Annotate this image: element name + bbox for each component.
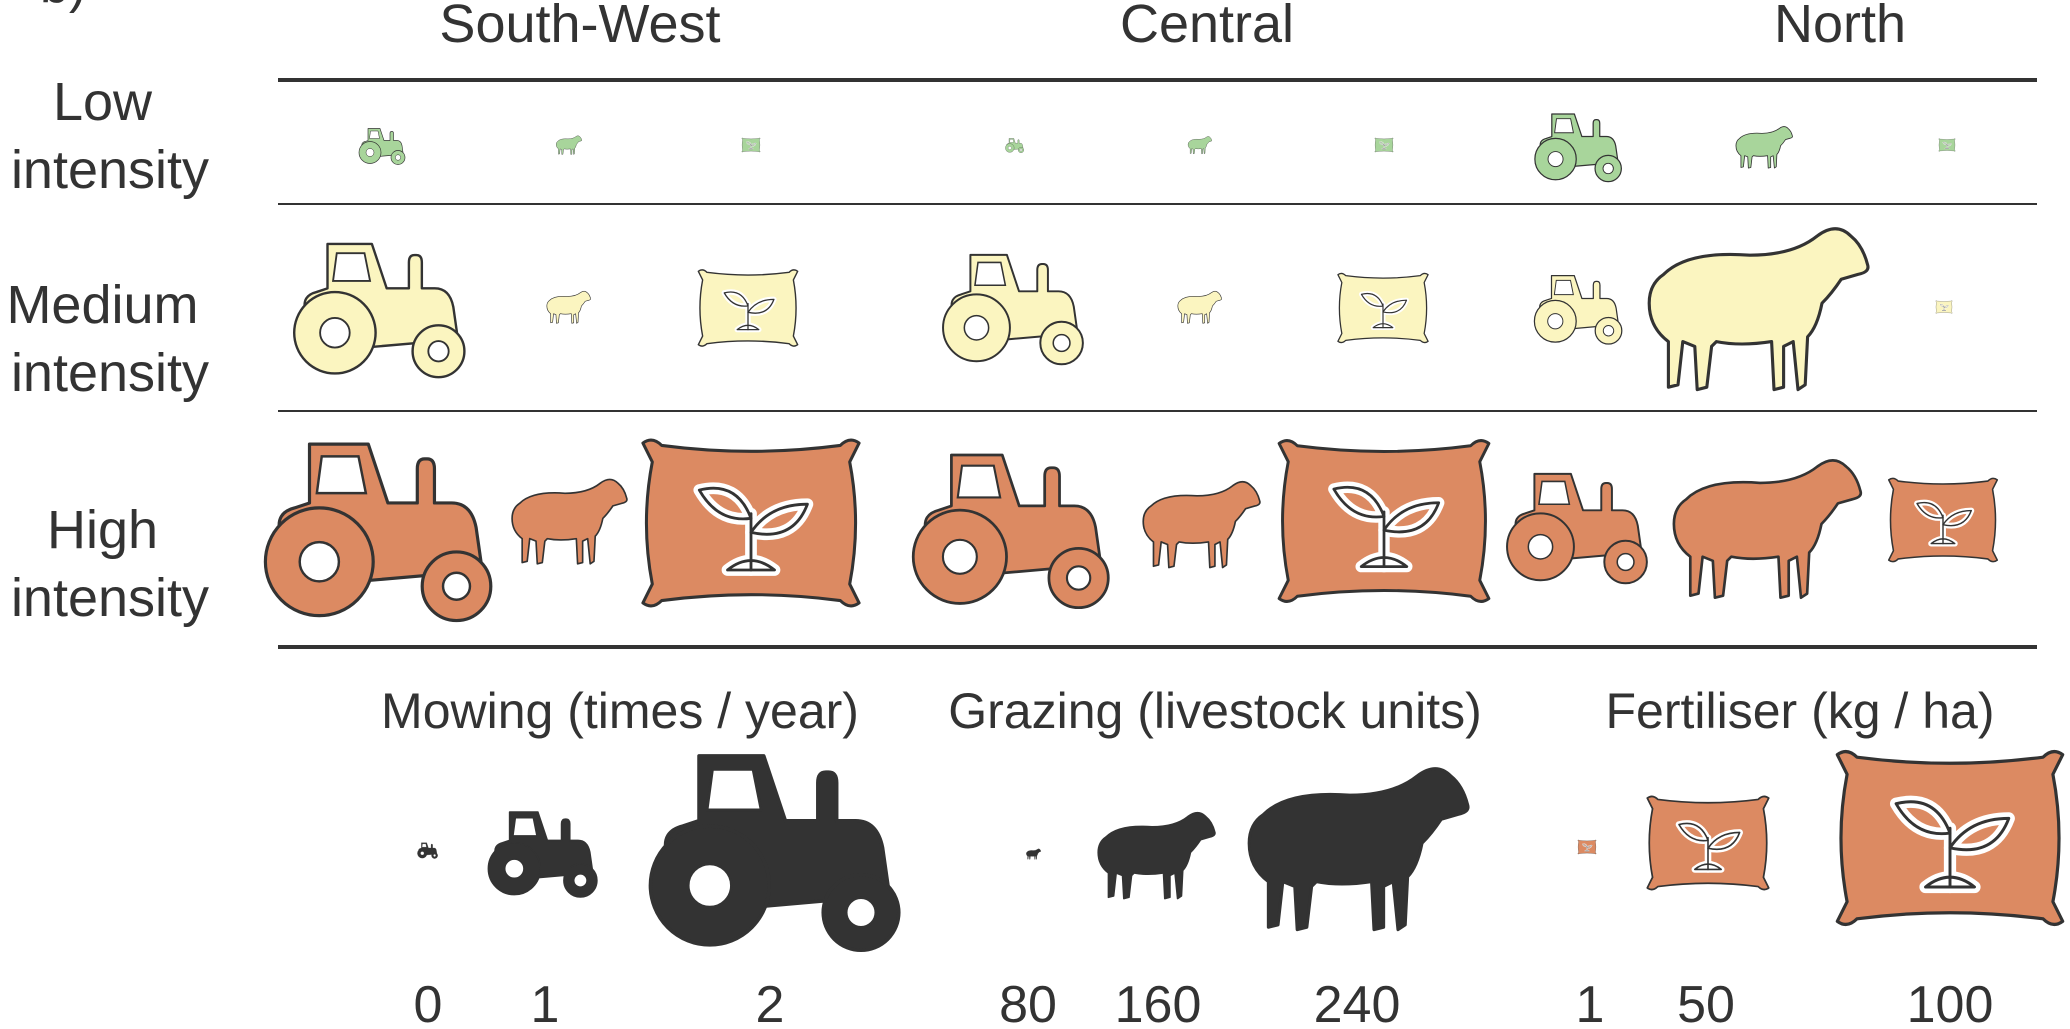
legend-value-mowing-1: 1: [531, 976, 560, 1024]
column-header-central: Central: [1120, 0, 1294, 54]
column-header-south-west: South-West: [439, 0, 720, 54]
row-label-medium-line1: Medium: [6, 275, 198, 335]
medium-south-west-sheep-icon: [546, 290, 591, 324]
high-south-west-fertiliser-bag-icon: [643, 440, 859, 606]
medium-north-tractor-icon: [1533, 275, 1623, 345]
low-north-fertiliser-bag-icon: [1938, 138, 1956, 152]
high-north-fertiliser-bag-icon: [1889, 478, 1998, 561]
high-central-fertiliser-bag-icon: [1279, 441, 1489, 602]
low-north-tractor-icon: [1534, 113, 1622, 183]
legend-value-grazing-80: 80: [999, 976, 1057, 1024]
low-central-sheep-icon: [1187, 136, 1212, 155]
low-north-sheep-icon: [1735, 126, 1793, 169]
row-label-low: Low intensity: [11, 72, 209, 200]
row-label-medium-line2: intensity: [11, 343, 209, 403]
low-south-west-fertiliser-bag-icon: [741, 137, 761, 153]
legend-title-grazing: Grazing (livestock units): [948, 683, 1482, 739]
row-label-high: High intensity: [11, 500, 209, 628]
high-north-tractor-icon: [1506, 472, 1648, 585]
legend-mowing-2-tractor-icon: [648, 754, 901, 953]
legend-grazing-160-sheep-icon: [1097, 811, 1216, 900]
legend-value-fertiliser-100: 100: [1907, 976, 1994, 1024]
medium-north-fertiliser-bag-icon: [1935, 300, 1953, 314]
medium-central-sheep-icon: [1177, 290, 1222, 324]
panel-label: b): [40, 0, 86, 14]
medium-central-tractor-icon: [942, 253, 1084, 366]
legend-value-mowing-0: 0: [414, 976, 443, 1024]
legend-value-fertiliser-50: 50: [1677, 976, 1735, 1024]
high-central-sheep-icon: [1142, 480, 1261, 569]
icon-layer: [263, 113, 2062, 953]
legend-grazing-80-sheep-icon: [1026, 848, 1041, 860]
high-south-west-tractor-icon: [263, 442, 493, 623]
legend-value-grazing-160: 160: [1115, 976, 1202, 1024]
low-central-fertiliser-bag-icon: [1374, 137, 1394, 153]
row-label-high-line1: High: [47, 500, 158, 560]
row-label-medium: Medium intensity: [6, 275, 213, 403]
high-south-west-sheep-icon: [511, 478, 628, 565]
low-south-west-tractor-icon: [358, 128, 406, 165]
legend-fertiliser-1-bag-icon: [1577, 839, 1597, 855]
high-central-tractor-icon: [911, 453, 1110, 610]
legend-fertiliser-100-bag-icon: [1837, 752, 2062, 925]
legend-title-mowing: Mowing (times / year): [381, 683, 859, 739]
legend-value-mowing-2: 2: [756, 976, 785, 1024]
legend-title-fertiliser: Fertiliser (kg / ha): [1606, 683, 1995, 739]
medium-south-west-fertiliser-bag-icon: [698, 270, 797, 346]
row-label-low-line1: Low: [53, 72, 153, 132]
medium-central-fertiliser-bag-icon: [1338, 273, 1428, 342]
low-central-tractor-icon: [1005, 138, 1024, 153]
row-label-high-line2: intensity: [11, 568, 209, 628]
row-label-low-line2: intensity: [11, 140, 209, 200]
legend-value-fertiliser-1: 1: [1576, 976, 1605, 1024]
medium-south-west-tractor-icon: [292, 242, 466, 379]
high-north-sheep-icon: [1672, 459, 1863, 600]
legend-mowing-1-tractor-icon: [487, 811, 598, 898]
legend-grazing-240-sheep-icon: [1247, 767, 1470, 932]
low-south-west-sheep-icon: [556, 135, 582, 155]
legend-fertiliser-50-bag-icon: [1647, 796, 1768, 889]
column-header-north: North: [1774, 0, 1906, 54]
legend-value-grazing-240: 240: [1314, 976, 1401, 1024]
medium-north-sheep-icon: [1647, 227, 1870, 392]
legend-mowing-0-tractor-icon: [417, 842, 438, 859]
